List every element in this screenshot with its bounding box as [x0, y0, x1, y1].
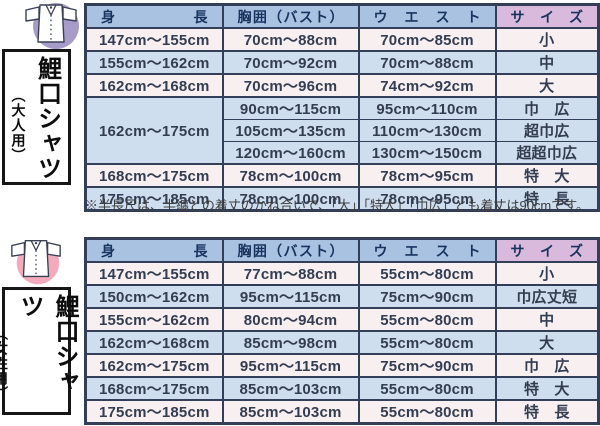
product-name: 鯉口シャツ [33, 56, 61, 181]
table-row: 147cm～155cm 77cm～88cm 55cm～80cm 小 [84, 261, 600, 286]
waist-cell: 130cm～150cm [357, 141, 497, 165]
table-row: 147cm～155cm 70cm～88cm 70cm～85cm 小 [84, 27, 600, 52]
col-header-waist: ウエスト [357, 3, 497, 29]
table-row: 155cm～162cm 80cm～94cm 55cm～80cm 中 [84, 307, 600, 332]
height-cell: 175cm～185cm [84, 186, 224, 212]
height-cell: 155cm～162cm [84, 50, 224, 75]
footnote: ※半長尺は、半纏との着丈のかね合いで、「大」「特大」「巾広」とも着丈は90cmで… [85, 198, 589, 213]
size-cell: 小 [494, 27, 600, 52]
adult-label-text: 鯉口シャツ （大人用） [9, 52, 65, 182]
chest-cell: 85cm～98cm [221, 330, 360, 355]
table-row: 175cm～185cm 78cm～100cm 78cm～95cm 特 長 [84, 186, 600, 212]
chest-cell: 78cm～100cm [221, 186, 360, 212]
table-row: 162cm～168cm 70cm～96cm 74cm～92cm 大 [84, 73, 600, 98]
size-cell: 超超巾広 [494, 141, 600, 165]
height-cell: 162cm～168cm [84, 73, 224, 98]
product-name: 鯉口シャツ [16, 294, 78, 394]
table-row: 162cm～175cm 95cm～115cm 75cm～90cm 巾 広 [84, 353, 600, 378]
women-size-table: 身長 胸囲（バスト） ウエスト サイズ 147cm～155cm 77cm～88c… [84, 237, 600, 425]
waist-cell: 70cm～85cm [357, 27, 497, 52]
waist-cell: 74cm～92cm [357, 73, 497, 98]
waist-cell: 55cm～80cm [357, 399, 497, 425]
height-cell: 162cm～175cm [84, 353, 224, 378]
header-row: 身長 胸囲（バスト） ウエスト サイズ [84, 3, 600, 29]
col-header-waist: ウエスト [357, 237, 497, 263]
waist-cell: 55cm～80cm [357, 330, 497, 355]
size-cell: 小 [494, 261, 600, 286]
chest-cell: 70cm～96cm [221, 73, 360, 98]
size-cell: 巾広丈短 [494, 284, 600, 309]
waist-cell: 110cm～130cm [357, 119, 497, 142]
chest-cell: 80cm～94cm [221, 307, 360, 332]
chest-cell: 105cm～135cm [221, 119, 360, 142]
koikuchi-shirt-icon [11, 240, 61, 285]
height-cell: 175cm～185cm [84, 399, 224, 425]
col-header-height: 身長 [84, 3, 224, 29]
chest-cell: 95cm～115cm [221, 284, 360, 309]
size-cell: 巾 広 [494, 353, 600, 378]
chest-cell: 85cm～103cm [221, 376, 360, 401]
waist-cell: 75cm～90cm [357, 284, 497, 309]
table-row: 162cm～175cm 90cm～115cm 95cm～110cm 巾 広 [84, 96, 600, 165]
chest-cell: 90cm～115cm [221, 96, 360, 120]
chest-cell: 70cm～88cm [221, 27, 360, 52]
chest-cell: 77cm～88cm [221, 261, 360, 286]
women-section-label: 鯉口シャツ （女性用） [0, 287, 78, 415]
waist-cell: 70cm～88cm [357, 50, 497, 75]
product-variant: （女性用） [0, 326, 9, 401]
col-header-size: サイズ [494, 3, 600, 29]
waist-cell: 75cm～90cm [357, 353, 497, 378]
koikuchi-shirt-icon [25, 3, 79, 49]
chest-cell: 85cm～103cm [221, 399, 360, 425]
col-header-chest: 胸囲（バスト） [221, 237, 360, 263]
chest-cell: 78cm～100cm [221, 163, 360, 188]
table-row: 168cm～175cm 85cm～103cm 55cm～80cm 特 大 [84, 376, 600, 401]
height-cell: 147cm～155cm [84, 261, 224, 286]
waist-cell: 78cm～95cm [357, 186, 497, 212]
height-cell: 155cm～162cm [84, 307, 224, 332]
waist-cell: 55cm～80cm [357, 376, 497, 401]
table-row: 105cm～135cm 110cm～130cm 超巾広 [86, 119, 600, 142]
chest-cell: 70cm～92cm [221, 50, 360, 75]
size-cell: 特 大 [494, 163, 600, 188]
col-header-chest: 胸囲（バスト） [221, 3, 360, 29]
table-row: 168cm～175cm 78cm～100cm 78cm～95cm 特 大 [84, 163, 600, 188]
size-cell: 中 [494, 307, 600, 332]
waist-cell: 78cm～95cm [357, 163, 497, 188]
table-row: 175cm～185cm 85cm～103cm 55cm～80cm 特 長 [84, 399, 600, 425]
waist-cell: 95cm～110cm [357, 96, 497, 120]
header-row: 身長 胸囲（バスト） ウエスト サイズ [84, 237, 600, 263]
adult-size-table: 身長 胸囲（バスト） ウエスト サイズ 147cm～155cm 70cm～88c… [84, 3, 600, 212]
size-cell: 特 長 [494, 399, 600, 425]
height-cell-merged: 162cm～175cm [84, 96, 224, 165]
height-cell: 168cm～175cm [84, 163, 224, 188]
col-header-size: サイズ [494, 237, 600, 263]
chest-cell: 120cm～160cm [221, 141, 360, 165]
table-row: 150cm～162cm 95cm～115cm 75cm～90cm 巾広丈短 [84, 284, 600, 309]
size-cell: 大 [494, 73, 600, 98]
height-cell: 162cm～168cm [84, 330, 224, 355]
height-cell: 168cm～175cm [84, 376, 224, 401]
waist-cell: 55cm～80cm [357, 261, 497, 286]
height-cell: 150cm～162cm [84, 284, 224, 309]
size-cell: 超巾広 [494, 119, 600, 142]
waist-cell: 55cm～80cm [357, 307, 497, 332]
size-cell: 特 長 [494, 186, 600, 212]
size-cell: 大 [494, 330, 600, 355]
table-row: 120cm～160cm 130cm～150cm 超超巾広 [86, 141, 600, 165]
adult-section-label: 鯉口シャツ （大人用） [2, 49, 71, 185]
size-cell: 特 大 [494, 376, 600, 401]
size-cell: 中 [494, 50, 600, 75]
product-variant: （大人用） [10, 88, 27, 163]
chest-cell: 95cm～115cm [221, 353, 360, 378]
size-cell: 巾 広 [494, 96, 600, 120]
height-cell: 147cm～155cm [84, 27, 224, 52]
col-header-height: 身長 [84, 237, 224, 263]
table-row: 162cm～168cm 85cm～98cm 55cm～80cm 大 [84, 330, 600, 355]
table-row: 155cm～162cm 70cm～92cm 70cm～88cm 中 [84, 50, 600, 75]
women-label-text: 鯉口シャツ （女性用） [0, 290, 82, 412]
